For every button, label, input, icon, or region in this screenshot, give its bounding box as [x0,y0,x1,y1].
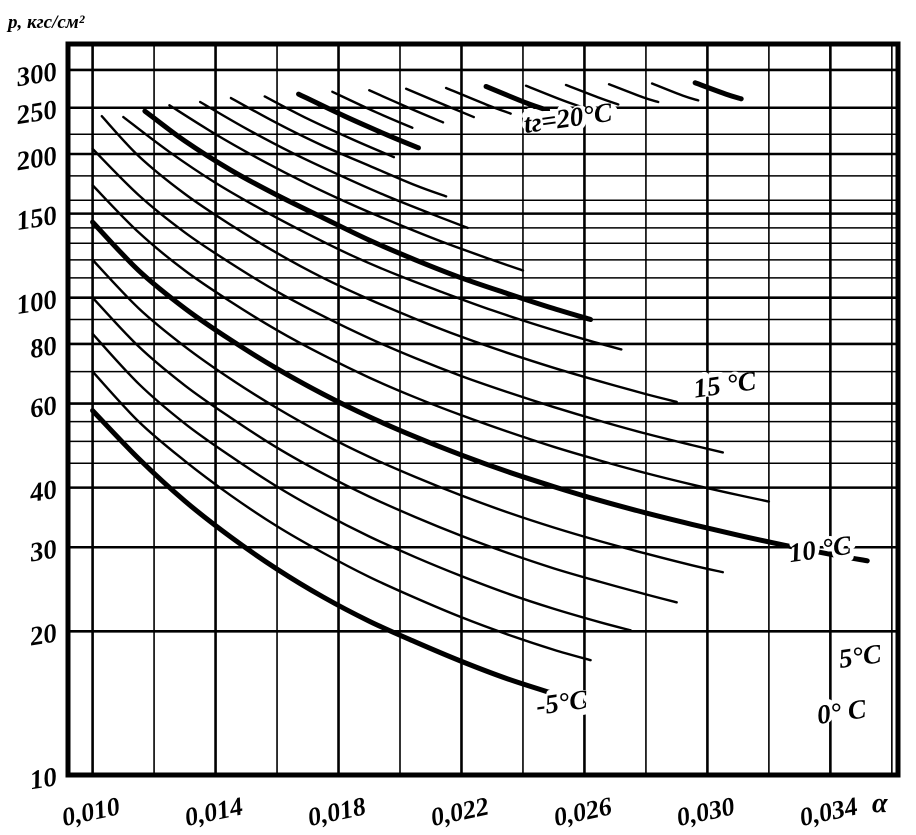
curve-0c [90,219,870,564]
y-axis-title: p, кгс/см² [6,12,86,33]
annotation-tm5: -5°C [534,684,590,721]
annotation-halo: 0° C [818,697,868,727]
y-tick-label: 300 [13,56,59,92]
curve-2c [91,147,724,454]
y-tick-label: 100 [14,284,59,320]
annotation-t5: 5°C [837,638,884,674]
curve-13c [404,87,475,119]
curves-minor-group [91,82,771,662]
curve-1c [91,184,771,503]
curve--1c [91,258,724,574]
annotation-halo: 5°C [840,641,883,671]
curve-17c [564,83,620,106]
y-tick-label: 150 [14,200,59,236]
curve-12c [368,89,445,124]
curve-4c [122,115,623,351]
curves-major-group [90,80,870,697]
curve--4c [91,370,592,662]
curve-18c [607,83,660,104]
curve-14c [444,86,512,115]
plot-border [65,41,901,778]
annotation-halo: 15 °C [695,369,759,399]
y-tick-label: 30 [27,533,60,567]
y-tick-label: 80 [28,330,60,364]
curve-7c [198,100,469,230]
y-tick-label: 10 [28,761,60,795]
curve-3c [100,115,678,404]
annotation-halo: -5°C [537,687,589,717]
y-tick-label: 250 [13,94,59,130]
curve--2c [91,296,678,604]
y-tick-label: 20 [27,618,60,652]
curve-8c [229,96,448,198]
curve-annotations: tг=20°Ctг=20°C15 °C15 °C10 °C10 °C5°C5°C… [521,97,887,730]
curve-11c [331,90,414,129]
y-tick-label: 200 [13,140,59,176]
curve-16c [524,84,583,109]
curve-10c [296,91,421,151]
annotation-t0: 0° C [815,693,869,730]
curve--5c [90,408,557,697]
curve-9c [263,95,396,159]
curve-20c [692,80,744,102]
y-tick-label: 60 [28,390,60,424]
curve-15c [483,83,551,113]
annotation-halo: 10 °C [790,534,854,564]
x-axis-title: α [872,788,888,819]
curve-5c [142,108,594,323]
curve-19c [650,82,700,102]
curve--3c [91,332,632,632]
curve-6c [168,104,525,272]
plot-frame [65,41,901,778]
annotation-halo: tг=20°C [525,103,615,133]
y-tick-label: 40 [27,474,60,508]
